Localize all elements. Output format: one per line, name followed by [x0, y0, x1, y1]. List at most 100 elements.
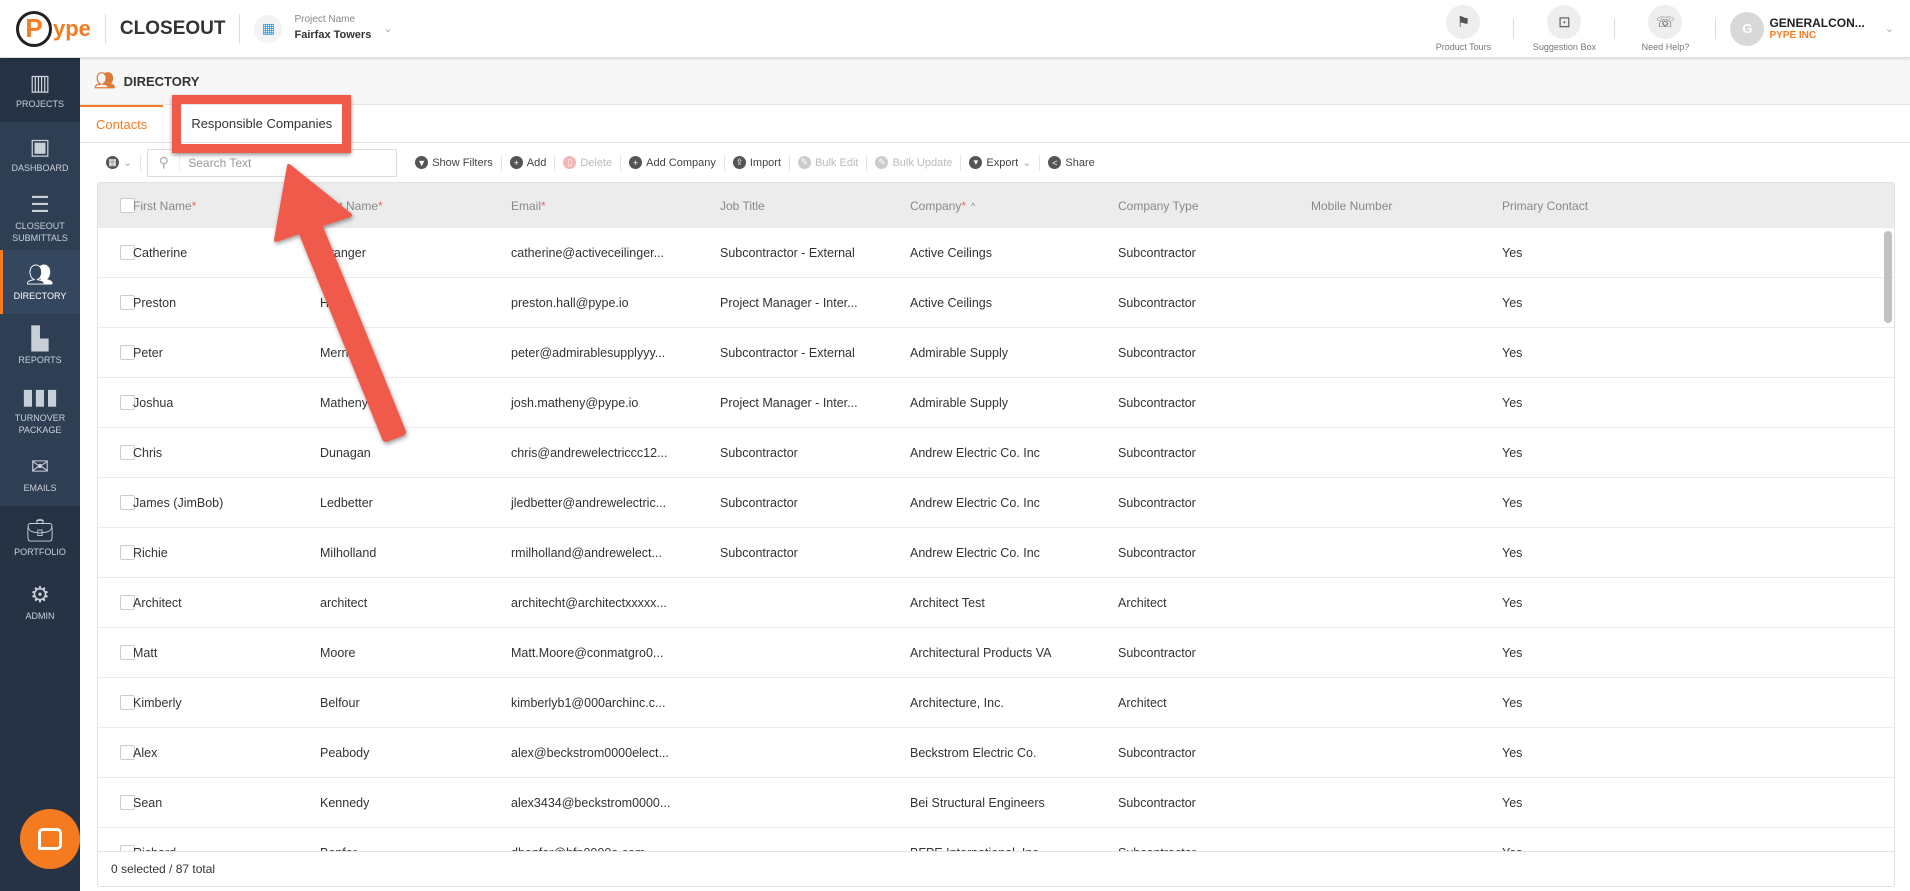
table-cell: Yes [1502, 395, 1523, 410]
table-row[interactable]: Kimberly Belfour kimberlyb1@000archinc.c..… [98, 678, 1894, 728]
row-checkbox[interactable] [120, 328, 135, 377]
tab-responsible-companies[interactable]: Responsible Companies [191, 116, 333, 131]
table-cell: Subcontractor [1118, 345, 1196, 360]
table-cell: Architecture, Inc. [910, 695, 1004, 710]
row-checkbox[interactable] [120, 278, 135, 327]
share-button[interactable]: < Share [1040, 155, 1102, 171]
row-checkbox[interactable] [120, 478, 135, 527]
table-cell: Admirable Supply [910, 395, 1008, 410]
table-cell: Subcontractor [1118, 445, 1196, 460]
table-cell: Matheny [320, 395, 368, 410]
show-filters-button[interactable]: ▼ Show Filters [407, 154, 502, 171]
people-icon: 👥︎ [26, 261, 54, 287]
table-row[interactable]: Matt Moore Matt.Moore@conmatgro0... Archite… [98, 628, 1894, 678]
row-checkbox[interactable] [120, 728, 135, 777]
table-row[interactable]: Architect architect architecht@architectxx… [98, 578, 1894, 628]
table-cell: Yes [1502, 245, 1523, 260]
select-all-checkbox[interactable] [120, 183, 135, 228]
table-cell: rmilholland@andrewelect... [511, 545, 662, 560]
filter-icon: ▼ [415, 156, 429, 169]
sidebar-item-directory[interactable]: 👥︎ DIRECTORY [0, 250, 80, 314]
table-cell: alex3434@beckstrom0000... [511, 795, 671, 810]
sidebar-item-dashboard[interactable]: ▣ DASHBOARD [11, 133, 69, 173]
import-button[interactable]: ⇪ Import [725, 154, 791, 171]
table-row[interactable]: Catherine Granger catherine@activeceilinge… [98, 228, 1894, 278]
avatar: G [1730, 11, 1765, 46]
toolbar: ▦ ⌄ ⚲ Search Text ▼ Show Filters + Add ▯ Dele… [80, 143, 1910, 182]
add-company-button[interactable]: + Add Company [621, 154, 725, 171]
table-row[interactable]: Alex Peabody alex@beckstrom0000elect... Bec… [98, 728, 1894, 778]
user-menu[interactable]: G GENERALCON... PYPE INC ⌄ [1716, 11, 1910, 46]
table-cell: Bei Structural Engineers [910, 795, 1045, 810]
table-row[interactable]: Joshua Matheny josh.matheny@pype.io Project… [98, 378, 1894, 428]
chevron-down-icon: ⌄ [1022, 157, 1032, 169]
view-menu-button[interactable]: ▦ ⌄ [98, 154, 142, 171]
table-cell: Subcontractor [1118, 795, 1196, 810]
table-cell: Chris [133, 445, 163, 460]
tab-contacts[interactable]: Contacts [80, 105, 164, 142]
row-checkbox[interactable] [120, 378, 135, 427]
chevron-down-icon: ⌄ [1884, 23, 1894, 35]
column-header[interactable]: Last Name * [320, 198, 383, 213]
table-row[interactable]: James (JimBob) Ledbetter jledbetter@andrew… [98, 478, 1894, 528]
sidebar-item-emails[interactable]: ✉ EMAILS [23, 453, 57, 493]
column-header[interactable]: Job Title [720, 198, 765, 213]
export-icon: ▾ [969, 156, 983, 169]
table-cell: Architect Test [910, 595, 985, 610]
monitor-chart-icon: ▣ [29, 133, 51, 159]
need-help-button[interactable]: ☏ Need Help? [1615, 5, 1715, 52]
table-cell: Yes [1502, 545, 1523, 560]
table-cell: Admirable Supply [910, 345, 1008, 360]
row-checkbox[interactable] [120, 228, 135, 277]
row-checkbox[interactable] [120, 628, 135, 677]
column-header[interactable]: Primary Contact [1502, 198, 1589, 213]
row-checkbox[interactable] [120, 778, 135, 827]
column-header[interactable]: First Name * [133, 198, 197, 213]
project-selector[interactable]: ▦ Project Name Fairfax Towers ⌄ [254, 14, 393, 43]
sidebar-item-turnover-package[interactable]: ▮▮▮ TURNOVER PACKAGE [14, 383, 66, 435]
table-row[interactable]: Sean Kennedy alex3434@beckstrom0000... Bei … [98, 778, 1894, 828]
table-cell: kimberlyb1@000archinc.c... [511, 695, 666, 710]
column-header[interactable]: Company * ^ [910, 198, 976, 213]
column-header[interactable]: Mobile Number [1311, 198, 1393, 213]
sidebar-item-reports[interactable]: ▙ REPORTS [18, 325, 62, 365]
phone-help-icon: ☏ [1648, 5, 1683, 39]
table-row[interactable]: Richie Milholland rmilholland@andrewelect.… [98, 528, 1894, 578]
table-cell: Richie [133, 545, 168, 560]
table-cell: Andrew Electric Co. Inc [910, 495, 1040, 510]
suggestion-box-button[interactable]: ⊡ Suggestion Box [1514, 5, 1614, 52]
row-checkbox[interactable] [120, 528, 135, 577]
row-checkbox[interactable] [120, 428, 135, 477]
page-header: 👥︎ DIRECTORY [80, 58, 1910, 105]
delete-button[interactable]: ▯ Delete [555, 154, 622, 171]
vertical-scrollbar[interactable] [1884, 228, 1892, 848]
bulk-update-button[interactable]: ✎ Bulk Update [867, 154, 962, 171]
sidebar-item-projects[interactable]: ▥ PROJECTS [0, 58, 80, 122]
project-label: Project Name [294, 14, 356, 25]
product-tours-button[interactable]: ⚑ Product Tours [1413, 5, 1513, 52]
row-checkbox[interactable] [120, 578, 135, 627]
export-button[interactable]: ▾ Export ⌄ [961, 154, 1041, 171]
column-header[interactable]: Email * [511, 198, 546, 213]
column-header[interactable]: Company Type [1118, 198, 1199, 213]
table-row[interactable]: Preston Hall preston.hall@pype.io Project M… [98, 278, 1894, 328]
table-row[interactable]: Chris Dunagan chris@andrewelectriccc12... S… [98, 428, 1894, 478]
add-button[interactable]: + Add [502, 154, 556, 171]
people-icon: 👥︎ [94, 71, 116, 90]
selection-count: 0 selected / 87 total [98, 851, 1894, 886]
sidebar-item-closeout-submittals[interactable]: ☰ CLOSEOUT SUBMITTALS [12, 191, 68, 243]
table-row[interactable]: Peter Merriman peter@admirablesupplyyy... S… [98, 328, 1894, 378]
table-header: First Name * Last Name * Email * Job Title Comp… [98, 183, 1894, 228]
row-checkbox[interactable] [120, 678, 135, 727]
table-cell: Subcontractor [1118, 745, 1196, 760]
sidebar-item-admin[interactable]: ⚙ ADMIN [0, 570, 80, 634]
building-icon: ▦ [254, 14, 283, 43]
contacts-table: First Name * Last Name * Email * Job Title Comp… [97, 182, 1895, 887]
table-cell: Subcontractor [1118, 495, 1196, 510]
chat-launcher-button[interactable] [20, 809, 80, 869]
sidebar-item-portfolio[interactable]: 💼︎ PORTFOLIO [0, 506, 80, 570]
table-cell: Project Manager - Inter... [720, 395, 858, 410]
search-input[interactable]: ⚲ Search Text [147, 148, 398, 177]
bulk-edit-button[interactable]: ✎ Bulk Edit [790, 154, 868, 171]
